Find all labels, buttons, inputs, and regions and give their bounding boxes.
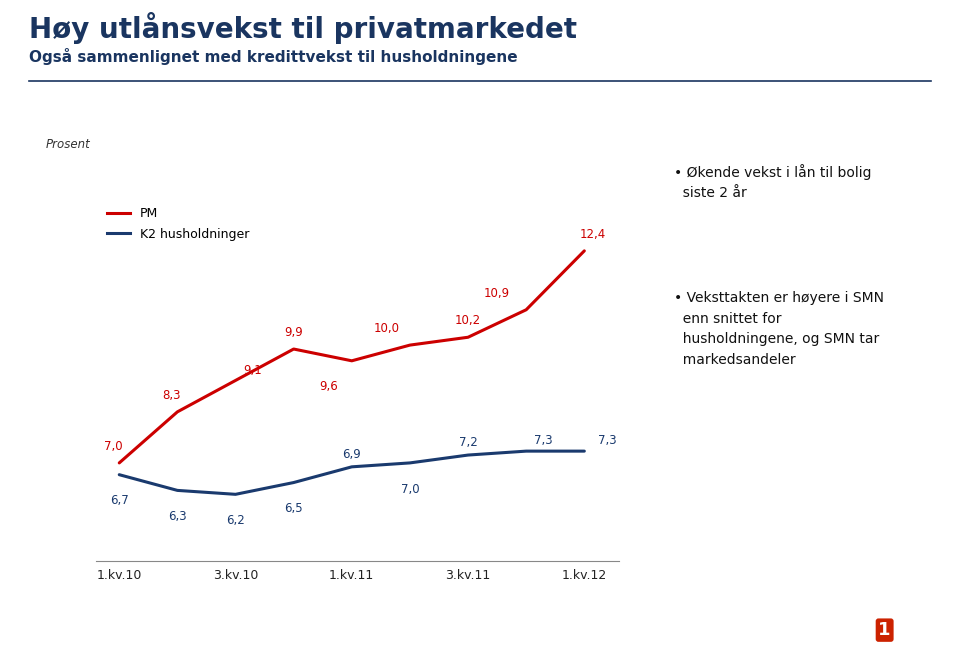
Text: SpareBank: SpareBank xyxy=(749,621,858,639)
Text: 6,9: 6,9 xyxy=(343,448,361,461)
Text: 9,6: 9,6 xyxy=(319,380,338,394)
Text: 12 måneders utlånsvekst PM  Q1 2010 – Q1 2012: 12 måneders utlånsvekst PM Q1 2010 – Q1 … xyxy=(39,93,460,110)
Text: 7,3: 7,3 xyxy=(535,434,553,447)
Text: 10,9: 10,9 xyxy=(484,287,510,300)
Text: • Økende vekst i lån til bolig
  siste 2 år: • Økende vekst i lån til bolig siste 2 å… xyxy=(674,164,872,201)
Text: Prosent: Prosent xyxy=(45,137,90,151)
Text: 12,4: 12,4 xyxy=(580,228,606,241)
Text: 7,3: 7,3 xyxy=(598,434,617,447)
Legend: PM, K2 husholdninger: PM, K2 husholdninger xyxy=(103,202,254,246)
Text: 10,0: 10,0 xyxy=(373,322,399,335)
Text: Kommentar: Kommentar xyxy=(665,94,765,109)
Text: 6,7: 6,7 xyxy=(109,494,129,507)
Text: SMN: SMN xyxy=(850,643,872,653)
Text: 6,5: 6,5 xyxy=(284,502,303,515)
Text: 16: 16 xyxy=(24,625,45,641)
Text: 7,0: 7,0 xyxy=(400,483,420,495)
Text: 9,9: 9,9 xyxy=(284,326,303,339)
Text: Høy utlånsvekst til privatmarkedet: Høy utlånsvekst til privatmarkedet xyxy=(29,13,577,44)
Text: 6,3: 6,3 xyxy=(168,510,186,523)
Text: 8,3: 8,3 xyxy=(162,389,180,402)
Text: Q1 2012: Q1 2012 xyxy=(62,626,116,639)
Text: 7,2: 7,2 xyxy=(459,436,477,449)
Text: 7,0: 7,0 xyxy=(104,440,123,453)
Text: 10,2: 10,2 xyxy=(455,315,481,327)
Text: 9,1: 9,1 xyxy=(244,363,262,376)
Text: 1: 1 xyxy=(878,621,891,639)
Text: 6,2: 6,2 xyxy=(227,514,245,527)
Text: • Veksttakten er høyere i SMN
  enn snittet for
  husholdningene, og SMN tar
  m: • Veksttakten er høyere i SMN enn snitte… xyxy=(674,291,884,367)
Text: Også sammenlignet med kredittvekst til husholdningene: Også sammenlignet med kredittvekst til h… xyxy=(29,48,517,65)
